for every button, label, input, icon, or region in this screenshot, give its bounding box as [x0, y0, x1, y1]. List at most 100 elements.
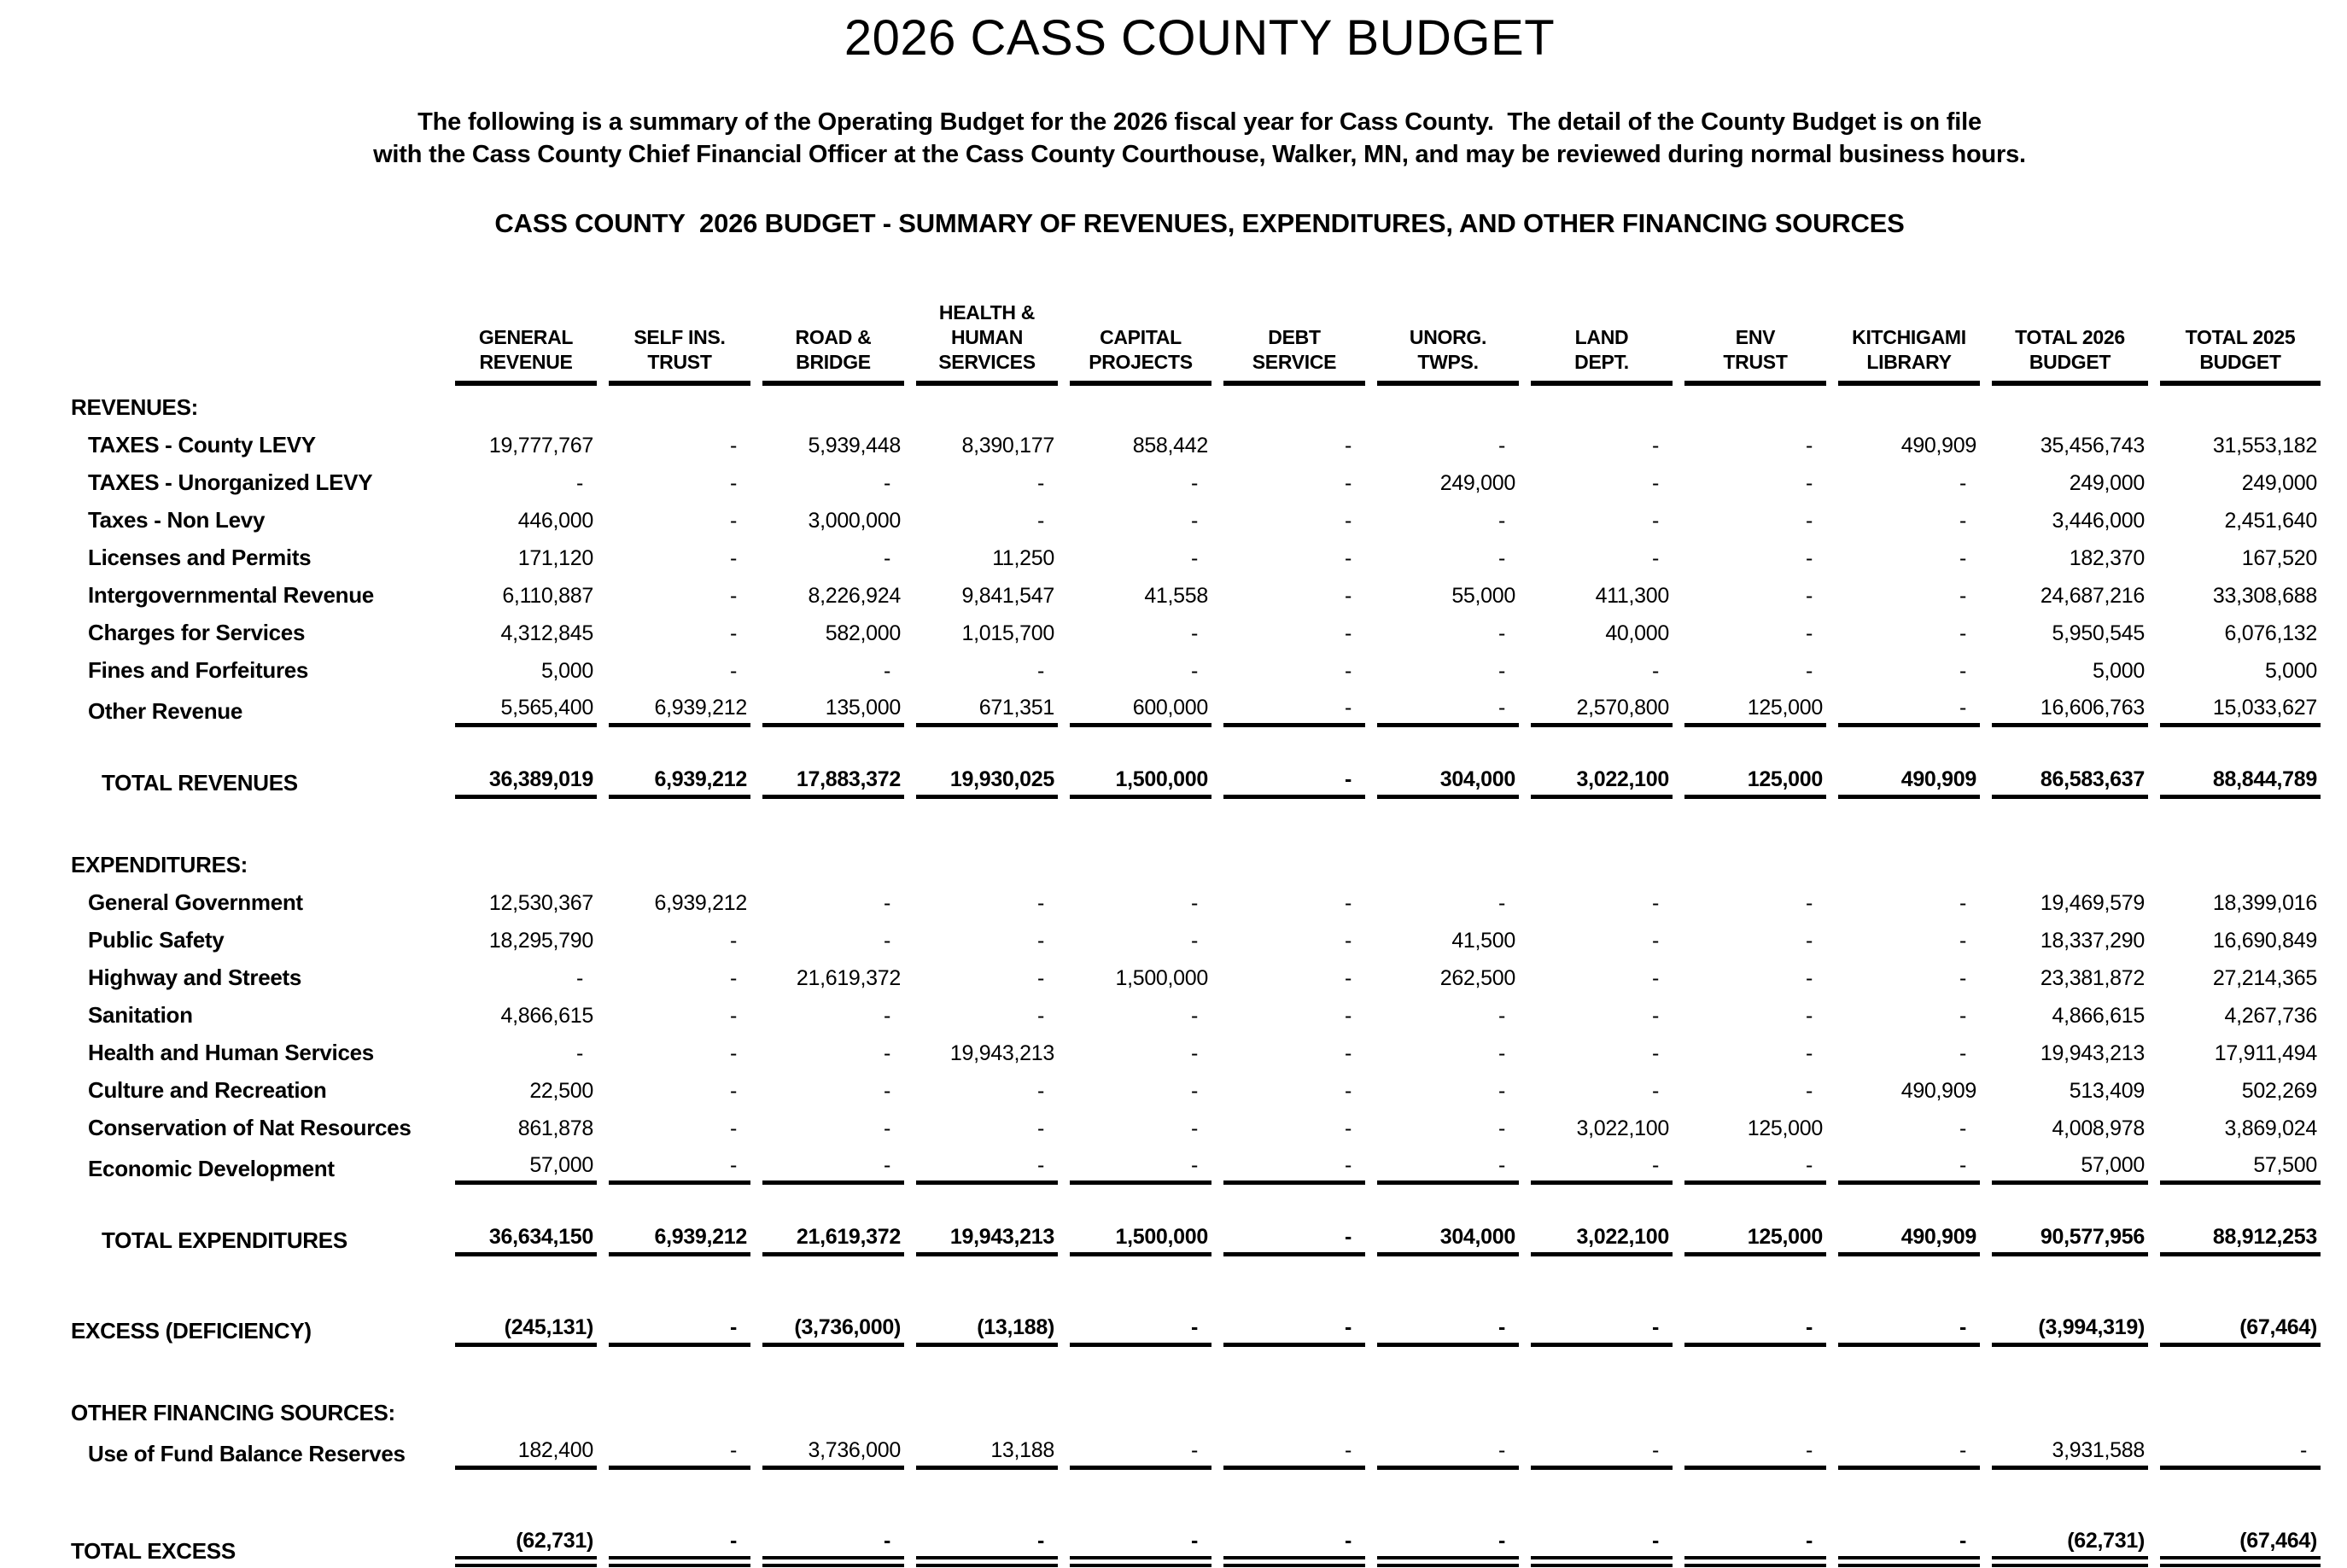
value-cell: -: [883, 659, 890, 683]
column-header-line: SELF INS.: [633, 326, 726, 348]
value-cell: -: [762, 1144, 904, 1185]
value-cell: 24,687,216: [2040, 584, 2145, 608]
value-cell: -: [1377, 1429, 1519, 1470]
value-cell: 5,000: [540, 659, 593, 683]
value-cell: 304,000: [1377, 1212, 1519, 1256]
value-cell: -: [1531, 1144, 1673, 1185]
value-cell: 6,939,212: [609, 686, 750, 727]
column-header-line: HEALTH &: [938, 301, 1036, 324]
value-cell: 57,000: [455, 1144, 597, 1185]
data-row: TAXES - County LEVY 19,777,767 - 5,939,448 8…: [67, 423, 2321, 461]
value-cell: 40,000: [1605, 621, 1669, 645]
value-cell: -: [1190, 1004, 1198, 1028]
value-cell: -: [883, 1079, 890, 1103]
spacer-cell: [67, 799, 2321, 843]
value-cell: 411,300: [1595, 584, 1670, 608]
value-cell: 19,943,213: [2040, 1041, 2145, 1065]
value-cell: 27,214,365: [2212, 966, 2317, 990]
value-cell: -: [1959, 509, 1966, 533]
value-cell: -: [1684, 1514, 1826, 1567]
value-cell: -: [1070, 1429, 1211, 1470]
value-cell: -: [1684, 1429, 1826, 1470]
row-label: Culture and Recreation: [88, 1077, 327, 1103]
value-cell: -: [1223, 755, 1365, 799]
column-header-line: LIBRARY: [1866, 351, 1952, 373]
value-cell: 249,000: [2241, 471, 2318, 495]
value-cell: -: [729, 621, 737, 645]
value-cell: 19,469,579: [2040, 891, 2145, 915]
value-cell: -: [1036, 966, 1044, 990]
row-label: Highway and Streets: [88, 965, 302, 990]
value-cell: -: [1805, 1079, 1813, 1103]
value-cell: -: [609, 1514, 750, 1567]
value-cell: -: [1377, 1301, 1519, 1347]
value-cell: -: [609, 1301, 750, 1347]
value-cell: 861,878: [517, 1116, 594, 1140]
value-cell: -: [1190, 659, 1198, 683]
value-cell: (13,188): [916, 1301, 1058, 1347]
total-row: TOTAL REVENUES 36,389,019 6,939,212 17,883,…: [67, 755, 2321, 799]
value-cell: 35,456,743: [2040, 434, 2145, 458]
column-header: TOTAL 2025 BUDGET: [2160, 278, 2321, 386]
column-header: HEALTH & HUMAN SERVICES: [916, 278, 1058, 386]
grand-row: EXCESS (DEFICIENCY) (245,131) - (3,736,000)…: [67, 1301, 2321, 1347]
value-cell: 167,520: [2241, 546, 2318, 570]
row-label: EXPENDITURES:: [71, 852, 248, 877]
data-row: Public Safety 18,295,790 - - - - - 41,500 - - - 18,…: [67, 918, 2321, 956]
value-cell: 18,295,790: [488, 929, 593, 953]
value-cell: -: [1959, 584, 1966, 608]
spacer-row: [67, 1470, 2321, 1514]
value-cell: -: [883, 471, 890, 495]
value-cell: -: [1959, 1116, 1966, 1140]
value-cell: 1,015,700: [961, 621, 1054, 645]
value-cell: 17,883,372: [762, 755, 904, 799]
value-cell: -: [916, 1144, 1058, 1185]
value-cell: 5,950,545: [2052, 621, 2145, 645]
section-row: REVENUES:: [67, 386, 2321, 423]
value-cell: 858,442: [1132, 434, 1209, 458]
value-cell: 182,370: [2069, 546, 2146, 570]
value-cell: -: [1498, 434, 1505, 458]
column-header-line: BRIDGE: [796, 351, 871, 373]
column-header-line: TWPS.: [1417, 351, 1479, 373]
row-label: Licenses and Permits: [88, 545, 312, 570]
value-cell: -: [1805, 471, 1813, 495]
value-cell: -: [609, 1429, 750, 1470]
grand-row: TOTAL EXCESS (62,731) - - - - - - - - - (62,731) (67…: [67, 1514, 2321, 1567]
value-cell: 490,909: [1838, 1212, 1980, 1256]
value-cell: -: [729, 1004, 737, 1028]
budget-summary-table: GENERAL REVENUE SELF INS. TRUST ROAD & BRIDGE…: [55, 278, 2332, 1567]
value-cell: 21,619,372: [762, 1212, 904, 1256]
value-cell: 4,312,845: [500, 621, 593, 645]
value-cell: 31,553,182: [2212, 434, 2317, 458]
page-content: 2026 CASS COUNTY BUDGET The following is…: [55, 0, 2344, 1568]
value-cell: -: [1344, 1116, 1352, 1140]
column-header-line: UNORG.: [1409, 326, 1487, 348]
value-cell: 16,606,763: [1992, 686, 2148, 727]
value-cell: 249,000: [2069, 471, 2146, 495]
value-cell: 88,844,789: [2160, 755, 2321, 799]
value-cell: -: [1959, 966, 1966, 990]
value-cell: 1,500,000: [1070, 755, 1211, 799]
value-cell: -: [1805, 509, 1813, 533]
row-label: Conservation of Nat Resources: [88, 1115, 412, 1140]
column-header-line: SERVICES: [938, 351, 1036, 373]
page-title: 2026 CASS COUNTY BUDGET: [844, 10, 1556, 66]
value-cell: -: [916, 1514, 1058, 1567]
value-cell: -: [1036, 1116, 1044, 1140]
spacer-cell: [67, 1185, 2321, 1212]
value-cell: 490,909: [1900, 1079, 1977, 1103]
value-cell: -: [1344, 434, 1352, 458]
value-cell: 5,565,400: [455, 686, 597, 727]
row-label: Other Revenue: [88, 698, 243, 724]
value-cell: 17,911,494: [2214, 1041, 2318, 1065]
value-cell: 2,570,800: [1531, 686, 1673, 727]
value-cell: -: [1344, 1079, 1352, 1103]
value-cell: -: [1805, 621, 1813, 645]
column-header-line: TOTAL 2026: [2015, 326, 2125, 348]
data-row: Health and Human Services - - - 19,943,213 - -…: [67, 1031, 2321, 1069]
section-row: EXPENDITURES:: [67, 843, 2321, 881]
value-cell: 3,869,024: [2224, 1116, 2317, 1140]
column-header-line: BUDGET: [2199, 351, 2281, 373]
